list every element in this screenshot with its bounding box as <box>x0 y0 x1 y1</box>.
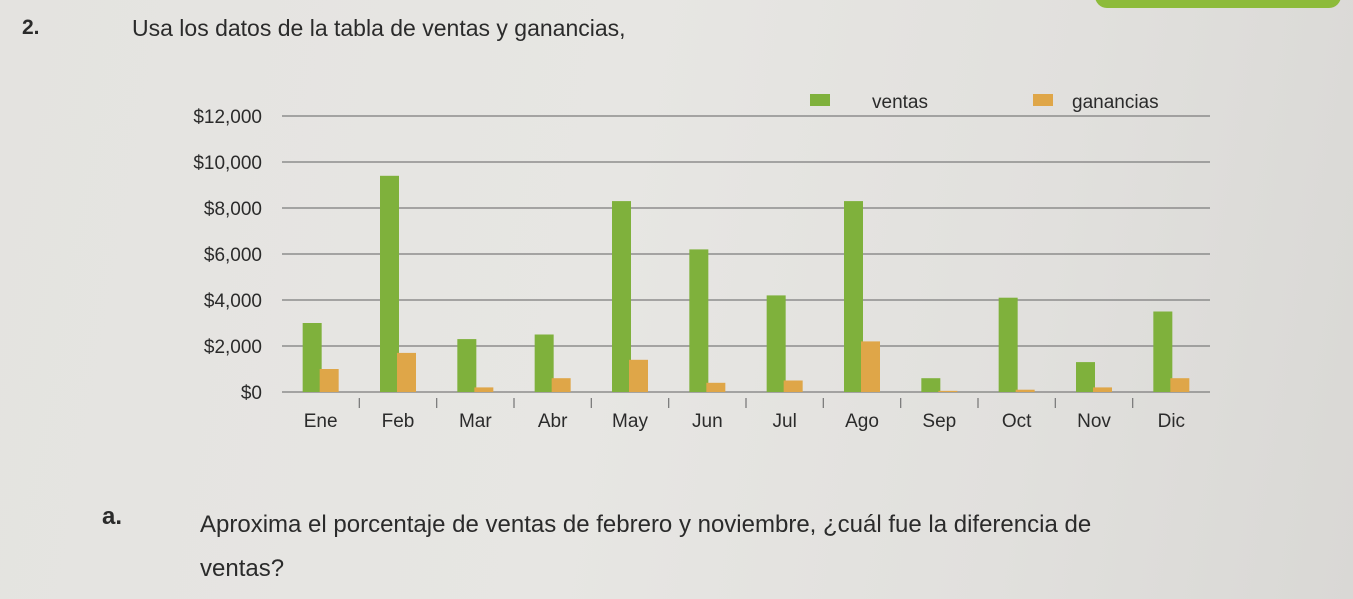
category-label: Dic <box>1158 411 1185 432</box>
question-number: 2. <box>22 16 40 39</box>
bar-ventas <box>689 249 709 392</box>
category-label: Abr <box>538 411 568 432</box>
category-label: Mar <box>459 411 492 432</box>
bar-ganancias <box>397 352 416 392</box>
bar-ventas <box>844 201 863 392</box>
bar-ganancias <box>629 359 648 392</box>
y-tick-label: $4,000 <box>204 291 262 312</box>
bar-ventas <box>1153 311 1173 392</box>
bar-ventas <box>612 201 631 392</box>
legend-swatch-ganancias <box>1033 94 1053 106</box>
legend-swatch-ventas <box>810 94 830 106</box>
bar-ventas <box>534 334 554 392</box>
category-label: May <box>612 411 648 432</box>
category-label: Nov <box>1077 411 1111 432</box>
y-tick-label: $10,000 <box>193 153 262 174</box>
bar-ganancias <box>706 382 726 392</box>
bar-ventas <box>302 323 322 392</box>
bar-ventas <box>380 175 399 392</box>
legend-label: ventas <box>872 92 928 113</box>
bar-ganancias <box>319 369 339 392</box>
question-text: Usa los datos de la tabla de ventas y ga… <box>132 15 626 41</box>
bar-ganancias <box>938 390 958 392</box>
category-label: Jun <box>692 411 723 432</box>
bar-ganancias <box>861 341 880 392</box>
subquestion-letter: a. <box>102 503 123 530</box>
bar-ventas <box>1076 362 1095 392</box>
category-label: Oct <box>1002 411 1032 432</box>
subquestion-text: Aproxima el porcentaje de ventas de febr… <box>200 503 1320 591</box>
category-label: Sep <box>922 411 956 432</box>
bar-ganancias <box>1170 378 1190 392</box>
category-label: Ene <box>304 411 338 432</box>
subquestion-line-1: Aproxima el porcentaje de ventas de febr… <box>200 511 1092 538</box>
bar-ventas <box>921 378 941 392</box>
y-tick-label: $2,000 <box>204 337 262 358</box>
y-tick-label: $12,000 <box>193 107 262 128</box>
y-tick-label: $6,000 <box>204 245 262 266</box>
subquestion-line-2: ventas? <box>200 555 285 582</box>
bar-ganancias <box>1015 389 1035 392</box>
category-label: Feb <box>382 411 415 432</box>
legend-label: ganancias <box>1072 92 1159 113</box>
y-tick-label: $8,000 <box>204 199 262 220</box>
bar-ventas <box>457 339 477 392</box>
bar-ventas <box>998 297 1018 392</box>
bar-ganancias <box>474 387 494 392</box>
green-header-tab <box>1095 0 1341 8</box>
category-label: Ago <box>845 411 879 432</box>
category-label: Jul <box>773 411 797 432</box>
bar-ventas <box>766 295 786 392</box>
bar-ganancias <box>783 380 803 392</box>
bar-ganancias <box>551 378 571 392</box>
bar-ganancias <box>1093 387 1112 392</box>
y-tick-label: $0 <box>241 383 262 404</box>
